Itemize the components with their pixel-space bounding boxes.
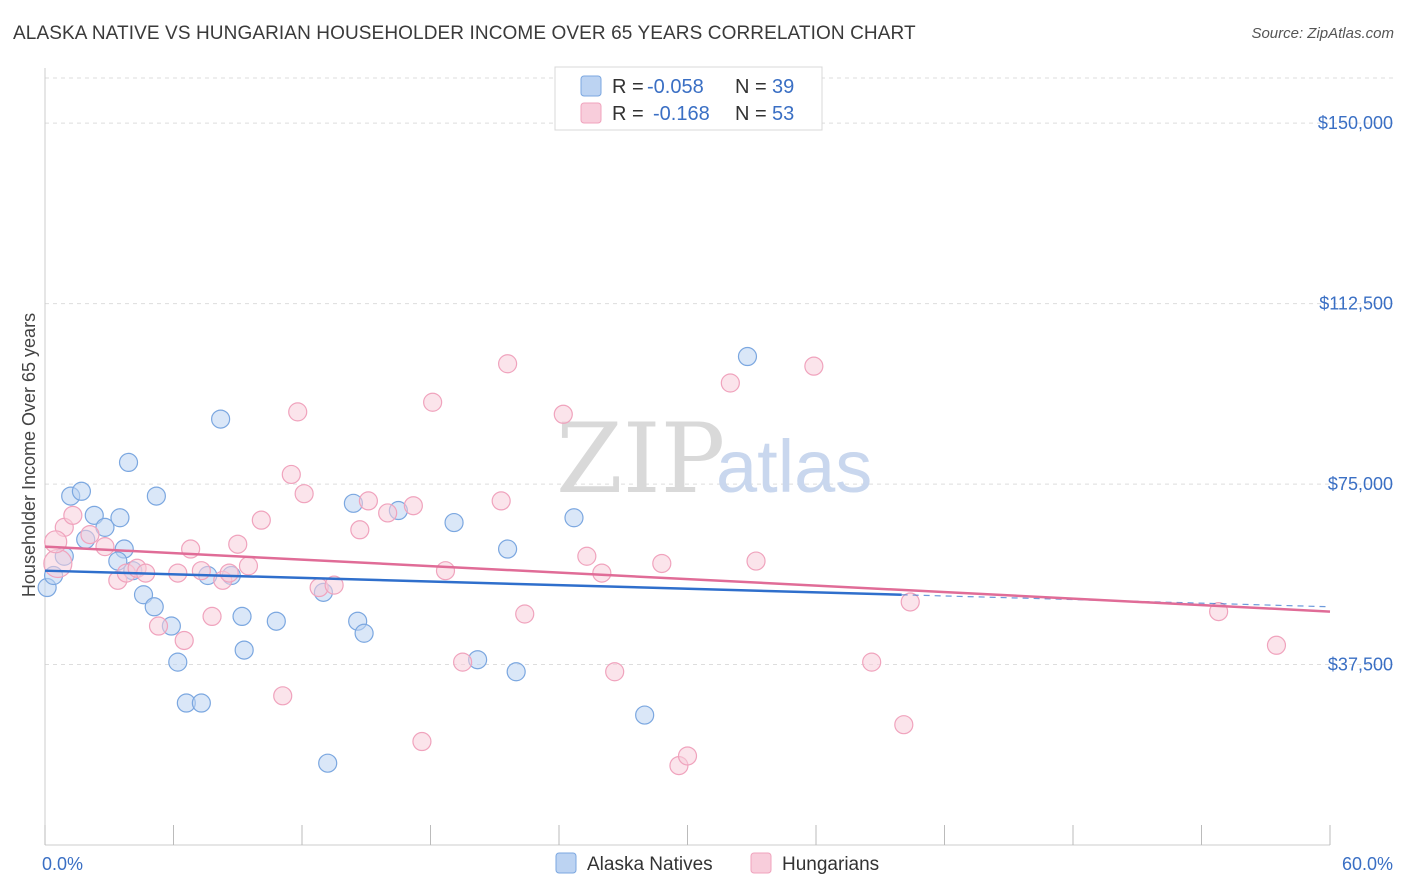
data-point-alaska xyxy=(232,606,252,627)
y-tick-label: $75,000 xyxy=(1328,474,1393,494)
data-point-hungarians xyxy=(746,551,766,571)
legend-n-label-hungarians: N = xyxy=(735,103,767,125)
data-point-alaska xyxy=(118,452,139,473)
data-point-hungarians xyxy=(894,715,914,735)
data-point-hungarians xyxy=(288,402,308,422)
data-point-alaska xyxy=(84,505,104,525)
chart-title: ALASKA NATIVE VS HUNGARIAN HOUSEHOLDER I… xyxy=(13,23,916,44)
legend-swatch-hungarians xyxy=(580,102,602,124)
data-point-hungarians xyxy=(294,484,314,504)
data-point-alaska xyxy=(110,508,130,528)
data-point-alaska xyxy=(506,662,526,682)
data-point-hungarians xyxy=(900,592,920,612)
watermark-atlas: atlas xyxy=(716,425,872,508)
data-point-hungarians xyxy=(412,731,432,752)
data-point-alaska xyxy=(354,623,374,643)
data-point-hungarians xyxy=(358,491,378,511)
data-point-alaska xyxy=(211,409,231,429)
data-point-hungarians xyxy=(453,652,473,672)
legend-n-value-alaska: 39 xyxy=(772,76,794,98)
data-point-hungarians xyxy=(804,356,824,376)
legend-n-label-alaska: N = xyxy=(735,76,767,98)
data-point-hungarians xyxy=(577,546,597,566)
data-point-hungarians xyxy=(324,575,344,595)
data-point-hungarians xyxy=(403,496,423,516)
data-point-alaska xyxy=(498,539,518,559)
data-point-hungarians xyxy=(553,404,573,424)
data-point-hungarians xyxy=(1266,635,1287,655)
source-label: Source: ZipAtlas.com xyxy=(1251,25,1394,42)
trend-line-hungarians xyxy=(44,545,1331,613)
bottom-legend-label-hungarians: Hungarians xyxy=(782,854,879,875)
data-point-alaska xyxy=(564,508,584,528)
data-point-hungarians xyxy=(63,505,83,525)
watermark-zip: ZIP xyxy=(556,403,725,515)
data-point-hungarians xyxy=(498,354,518,374)
data-point-hungarians xyxy=(592,563,612,583)
legend-r-value-alaska: -0.058 xyxy=(647,76,704,98)
y-tick-labels: $37,500 $75,000 $112,500 $150,000 xyxy=(1318,113,1393,674)
bottom-legend-swatch-alaska xyxy=(555,852,577,874)
data-point-alaska xyxy=(133,585,154,605)
data-point-hungarians xyxy=(862,652,882,672)
data-point-alaska xyxy=(168,652,188,672)
data-point-alaska xyxy=(737,346,758,367)
data-point-hungarians xyxy=(652,553,672,574)
legend-n-value-hungarians: 53 xyxy=(772,103,794,125)
y-tick-label: $150,000 xyxy=(1318,113,1393,133)
watermark: ZIP atlas xyxy=(556,403,872,515)
data-point-alaska xyxy=(444,512,464,533)
data-point-hungarians xyxy=(677,746,698,766)
data-point-hungarians xyxy=(515,604,535,624)
data-point-hungarians xyxy=(228,534,248,554)
data-point-hungarians xyxy=(350,520,370,540)
legend: R = -0.058 N = 39 R = -0.168 N = 53 xyxy=(554,66,823,131)
data-point-alaska xyxy=(144,597,164,617)
data-point-alaska xyxy=(318,753,338,773)
data-point-hungarians xyxy=(174,630,194,651)
data-point-hungarians xyxy=(491,491,511,511)
bottom-legend-swatch-hungarians xyxy=(750,852,772,874)
data-point-hungarians xyxy=(605,662,625,682)
data-point-hungarians xyxy=(43,548,73,579)
data-point-hungarians xyxy=(191,561,211,581)
legend-r-label-hungarians: R = xyxy=(612,103,644,125)
y-tick-label: $112,500 xyxy=(1319,294,1393,314)
legend-r-label-alaska: R = xyxy=(612,76,644,98)
trend-lines xyxy=(44,545,1331,613)
data-point-hungarians xyxy=(219,563,239,583)
data-point-alaska xyxy=(234,640,254,660)
y-axis-title: Householder Income Over 65 years xyxy=(19,313,39,597)
data-point-hungarians xyxy=(281,464,301,485)
data-point-hungarians xyxy=(44,530,68,554)
bottom-legend-label-alaska: Alaska Natives xyxy=(587,854,713,875)
data-point-alaska xyxy=(191,693,211,713)
data-point-hungarians xyxy=(95,537,115,557)
trend-line-alaska xyxy=(44,569,902,596)
data-point-hungarians xyxy=(378,503,398,523)
y-tick-label: $37,500 xyxy=(1328,655,1393,675)
data-point-alaska xyxy=(146,486,166,506)
x-tick-label-start: 0.0% xyxy=(42,854,83,874)
data-point-alaska xyxy=(635,705,655,725)
data-point-hungarians xyxy=(148,616,169,636)
x-tick-label-end: 60.0% xyxy=(1342,854,1393,874)
data-point-hungarians xyxy=(273,686,293,706)
data-point-hungarians xyxy=(80,524,100,545)
data-point-hungarians xyxy=(251,510,271,530)
data-point-hungarians xyxy=(423,392,443,412)
data-point-hungarians xyxy=(720,373,740,393)
data-point-alaska xyxy=(71,481,92,501)
legend-swatch-alaska xyxy=(580,75,602,97)
legend-r-value-hungarians: -0.168 xyxy=(653,103,710,125)
axes xyxy=(44,68,1331,846)
bottom-legend: Alaska Natives Hungarians xyxy=(555,852,879,875)
data-point-alaska xyxy=(266,611,286,631)
data-point-hungarians xyxy=(435,561,456,581)
x-tick-labels: 0.0% 60.0% xyxy=(42,854,1393,874)
data-point-hungarians xyxy=(238,556,259,576)
data-point-hungarians xyxy=(202,606,222,627)
